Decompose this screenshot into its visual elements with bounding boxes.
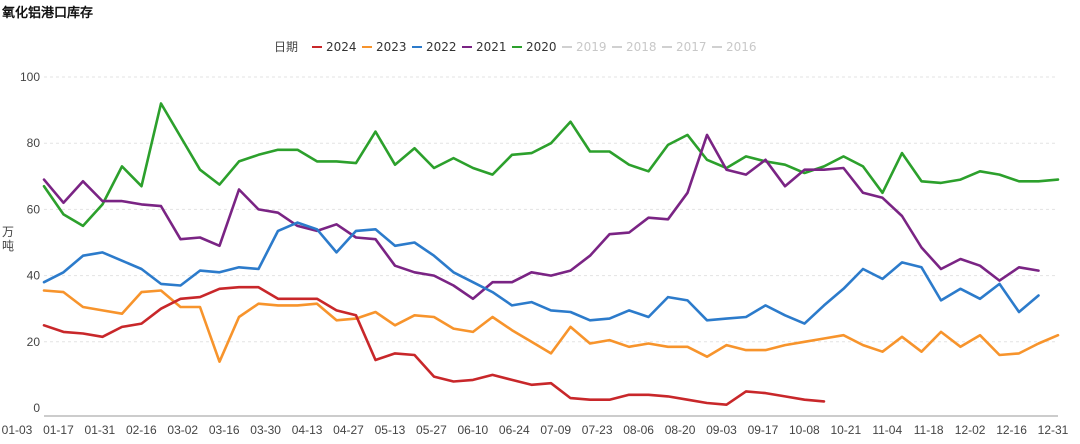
x-tick-label: 12-31 bbox=[1038, 423, 1069, 437]
x-tick-label: 01-31 bbox=[85, 423, 116, 437]
series-line-2020 bbox=[42, 102, 1060, 228]
series-line-2022 bbox=[42, 221, 1040, 325]
x-tick-label: 03-16 bbox=[209, 423, 240, 437]
x-tick-label: 11-18 bbox=[914, 423, 944, 437]
legend-label: 2019 bbox=[576, 40, 607, 54]
legend-label: 2020 bbox=[526, 40, 557, 54]
legend-item-2023[interactable]: 2023 bbox=[362, 40, 407, 54]
page-title: 氧化铝港口库存 bbox=[2, 6, 94, 21]
legend-item-2021[interactable]: 2021 bbox=[462, 40, 507, 54]
x-tick-label: 03-30 bbox=[250, 423, 281, 437]
legend-item-2019[interactable]: 2019 bbox=[562, 40, 607, 54]
series-line-2021 bbox=[42, 133, 1040, 301]
legend-title: 日期 bbox=[274, 40, 298, 54]
legend-label: 2023 bbox=[376, 40, 407, 54]
x-tick-label: 02-16 bbox=[126, 423, 157, 437]
y-tick-label: 40 bbox=[27, 269, 41, 283]
x-tick-label: 12-16 bbox=[996, 423, 1027, 437]
x-tick-label: 03-02 bbox=[167, 423, 198, 437]
grid-lines bbox=[44, 76, 1058, 343]
x-axis: 01-03 01-17 01-31 02-16 03-02 03-16 03-30 04-13… bbox=[2, 415, 1069, 437]
x-tick-label: 09-17 bbox=[748, 423, 779, 437]
x-tick-label: 08-06 bbox=[623, 423, 654, 437]
x-tick-label: 11-04 bbox=[872, 423, 902, 437]
legend-item-2017[interactable]: 2017 bbox=[662, 40, 707, 54]
legend-label: 2017 bbox=[676, 40, 707, 54]
y-tick-label: 20 bbox=[27, 335, 41, 349]
x-tick-label: 09-03 bbox=[706, 423, 737, 437]
legend-item-2024[interactable]: 2024 bbox=[312, 40, 357, 54]
x-tick-label: 04-13 bbox=[292, 423, 323, 437]
y-axis: 0 20 40 60 80 100 bbox=[20, 70, 40, 415]
y-axis-label: 万吨 bbox=[2, 225, 14, 253]
x-tick-label: 05-13 bbox=[375, 423, 406, 437]
y-tick-label: 0 bbox=[33, 401, 40, 415]
x-tick-label: 12-02 bbox=[955, 423, 986, 437]
series-line-2024 bbox=[42, 285, 826, 407]
x-tick-label: 10-21 bbox=[830, 423, 861, 437]
legend-label: 2021 bbox=[476, 40, 507, 54]
x-tick-label: 07-23 bbox=[582, 423, 613, 437]
legend-item-2020[interactable]: 2020 bbox=[512, 40, 557, 54]
y-tick-label: 60 bbox=[27, 202, 41, 216]
legend-label: 2016 bbox=[726, 40, 757, 54]
x-tick-label: 01-03 bbox=[2, 423, 33, 437]
x-tick-label: 10-08 bbox=[789, 423, 820, 437]
x-tick-label: 01-17 bbox=[43, 423, 74, 437]
x-tick-label: 06-10 bbox=[457, 423, 488, 437]
series-line-2023 bbox=[42, 289, 1060, 364]
y-tick-label: 100 bbox=[20, 70, 40, 84]
x-tick-label: 05-27 bbox=[416, 423, 447, 437]
x-tick-label: 07-09 bbox=[540, 423, 571, 437]
legend-label: 2018 bbox=[626, 40, 657, 54]
series-lines bbox=[42, 102, 1060, 407]
legend-item-2022[interactable]: 2022 bbox=[412, 40, 457, 54]
y-tick-label: 80 bbox=[27, 136, 41, 150]
x-tick-label: 06-24 bbox=[499, 423, 530, 437]
legend: 日期 2024 2023 2022 2021 2020 2019 2018 2017 2016 bbox=[274, 40, 757, 54]
x-tick-label: 04-27 bbox=[333, 423, 364, 437]
legend-item-2016[interactable]: 2016 bbox=[712, 40, 757, 54]
x-tick-label: 08-20 bbox=[665, 423, 696, 437]
legend-label: 2024 bbox=[326, 40, 357, 54]
legend-label: 2022 bbox=[426, 40, 457, 54]
legend-item-2018[interactable]: 2018 bbox=[612, 40, 657, 54]
